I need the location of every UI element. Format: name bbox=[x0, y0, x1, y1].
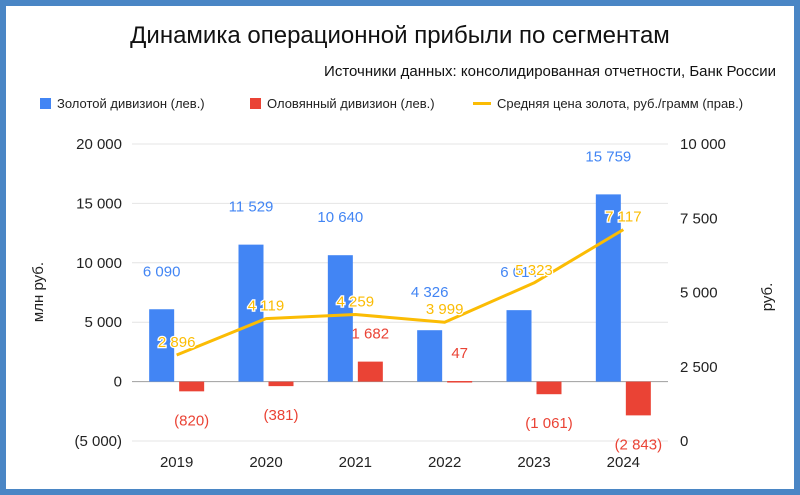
legend-swatch-gold-price bbox=[473, 102, 491, 105]
grid-lines bbox=[132, 143, 668, 442]
data-label-gold-price: 2 896 bbox=[158, 334, 196, 351]
x-tick-label: 2023 bbox=[517, 454, 550, 471]
bar-tin-division bbox=[447, 381, 473, 383]
x-axis: 2019 2020 2021 2022 2023 2024 bbox=[160, 454, 640, 471]
y-right-tick-label: 7 500 bbox=[680, 210, 718, 227]
right-axis: 10 000 7 500 5 000 2 500 0 bbox=[680, 136, 726, 450]
data-label-gold-price: 3 999 bbox=[426, 301, 464, 318]
data-label-gold-price: 4 259 bbox=[337, 294, 375, 311]
data-label-gold-division: 4 326 bbox=[411, 284, 449, 301]
data-label-gold-price: 7 117 bbox=[605, 209, 641, 226]
bar-gold-division bbox=[506, 310, 532, 382]
y-left-tick-label: 10 000 bbox=[76, 255, 122, 272]
y-left-tick-label: 20 000 bbox=[76, 136, 122, 153]
x-tick-label: 2024 bbox=[607, 454, 640, 471]
y-right-tick-label: 10 000 bbox=[680, 136, 726, 153]
legend-label-gold-price: Средняя цена золота, руб./грамм (прав.) bbox=[497, 96, 744, 111]
data-label-gold-division: 11 529 bbox=[229, 199, 274, 216]
data-labels: 6 090 11 529 10 640 4 326 6 014 15 759 (820) (3… bbox=[143, 148, 662, 453]
bar-tin-division bbox=[357, 361, 383, 382]
data-label-tin-division: 1 682 bbox=[352, 326, 390, 343]
data-label-tin-division: 47 bbox=[451, 345, 468, 362]
data-label-gold-price: 5 323 bbox=[515, 262, 553, 279]
left-axis: 20 000 15 000 10 000 5 000 0 (5 000) bbox=[74, 136, 122, 450]
x-tick-label: 2019 bbox=[160, 454, 193, 471]
y-left-tick-label: 0 bbox=[114, 374, 122, 391]
data-label-gold-division: 6 090 bbox=[143, 263, 181, 280]
legend-swatch-tin-division bbox=[250, 98, 261, 109]
data-label-tin-division: (1 061) bbox=[525, 415, 573, 432]
y-right-tick-label: 2 500 bbox=[680, 359, 718, 376]
legend-swatch-gold-division bbox=[40, 98, 51, 109]
line-gold-price bbox=[176, 228, 625, 357]
y-left-tick-label: 5 000 bbox=[84, 314, 122, 331]
legend-label-tin-division: Оловянный дивизион (лев.) bbox=[267, 96, 435, 111]
data-label-gold-division: 10 640 bbox=[317, 209, 363, 226]
x-tick-label: 2020 bbox=[249, 454, 282, 471]
legend-label-gold-division: Золотой дивизион (лев.) bbox=[57, 96, 205, 111]
x-tick-label: 2022 bbox=[428, 454, 461, 471]
bar-tin-division bbox=[536, 381, 562, 395]
legend-item-gold-division: Золотой дивизион (лев.) bbox=[40, 96, 205, 111]
y-left-tick-label: 15 000 bbox=[76, 195, 122, 212]
bar-tin-division bbox=[179, 381, 205, 392]
data-label-tin-division: (820) bbox=[174, 412, 209, 429]
data-label-tin-division: (381) bbox=[263, 407, 298, 424]
bar-gold-division bbox=[595, 194, 621, 382]
data-label-gold-division: 15 759 bbox=[585, 148, 631, 165]
bar-gold-division bbox=[238, 244, 264, 382]
bar-tin-division bbox=[625, 381, 651, 416]
bar-gold-division bbox=[327, 255, 353, 382]
chart-title: Динамика операционной прибыли по сегмент… bbox=[130, 22, 670, 49]
bar-gold-division bbox=[149, 309, 175, 382]
bar-gold-division bbox=[417, 330, 443, 382]
line-marks bbox=[176, 228, 625, 357]
y-axis-right-label: руб. bbox=[759, 283, 776, 312]
chart-subtitle: Источники данных: консолидированная отче… bbox=[324, 63, 776, 80]
x-tick-label: 2021 bbox=[339, 454, 372, 471]
data-label-gold-price: 4 119 bbox=[248, 298, 284, 315]
y-right-tick-label: 5 000 bbox=[680, 285, 718, 302]
legend-item-gold-price: Средняя цена золота, руб./грамм (прав.) bbox=[473, 96, 743, 111]
y-left-tick-label: (5 000) bbox=[74, 433, 122, 450]
bar-marks bbox=[149, 194, 651, 416]
data-label-gold-division: 6 014 bbox=[500, 264, 538, 281]
legend-item-tin-division: Оловянный дивизион (лев.) bbox=[250, 96, 435, 111]
data-label-tin-division: (2 843) bbox=[615, 436, 663, 453]
y-right-tick-label: 0 bbox=[680, 433, 688, 450]
y-axis-left-label: млн руб. bbox=[30, 262, 47, 322]
bar-tin-division bbox=[268, 381, 294, 387]
